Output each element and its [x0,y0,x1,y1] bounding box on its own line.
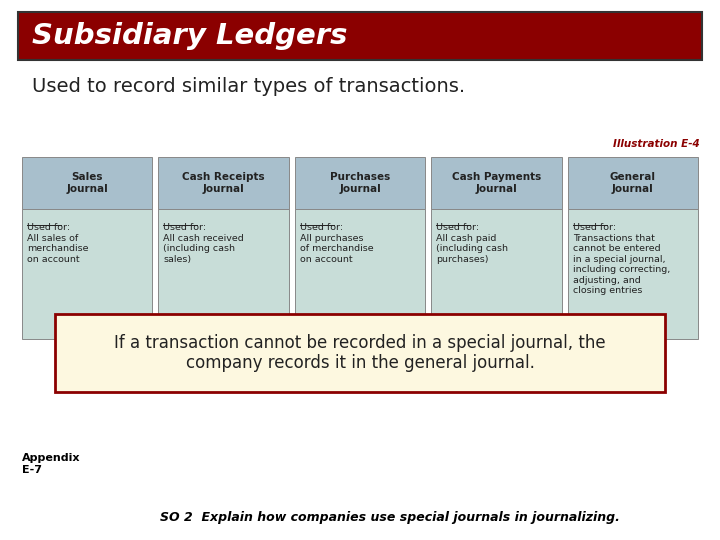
FancyBboxPatch shape [158,157,289,209]
Text: All sales of
merchandise
on account: All sales of merchandise on account [27,234,89,264]
Text: Used for:: Used for: [572,223,616,232]
Text: Subsidiary Ledgers: Subsidiary Ledgers [32,22,348,50]
Text: Used for:: Used for: [163,223,207,232]
Text: Cash Receipts
Journal: Cash Receipts Journal [182,172,265,194]
Text: SO 2  Explain how companies use special journals in journalizing.: SO 2 Explain how companies use special j… [160,511,620,524]
Text: Transactions that
cannot be entered
in a special journal,
including correcting,
: Transactions that cannot be entered in a… [572,234,670,295]
Text: Sales
Journal: Sales Journal [66,172,108,194]
FancyBboxPatch shape [55,314,665,392]
FancyBboxPatch shape [567,157,698,209]
FancyBboxPatch shape [294,209,426,339]
Text: All purchases
of merchandise
on account: All purchases of merchandise on account [300,234,374,264]
Text: Cash Payments
Journal: Cash Payments Journal [451,172,541,194]
FancyBboxPatch shape [567,209,698,339]
Text: Purchases
Journal: Purchases Journal [330,172,390,194]
FancyBboxPatch shape [294,157,426,209]
Text: General
Journal: General Journal [610,172,656,194]
Text: Illustration E-4: Illustration E-4 [613,139,700,149]
FancyBboxPatch shape [431,157,562,209]
Text: All cash paid
(including cash
purchases): All cash paid (including cash purchases) [436,234,508,264]
Text: If a transaction cannot be recorded in a special journal, the
company records it: If a transaction cannot be recorded in a… [114,334,606,373]
FancyBboxPatch shape [18,12,702,60]
Text: Used to record similar types of transactions.: Used to record similar types of transact… [32,78,465,97]
FancyBboxPatch shape [158,209,289,339]
Text: Used for:: Used for: [300,223,343,232]
Text: Used for:: Used for: [436,223,480,232]
FancyBboxPatch shape [431,209,562,339]
FancyBboxPatch shape [22,157,153,209]
Text: Appendix
E-7: Appendix E-7 [22,453,81,475]
FancyBboxPatch shape [22,209,153,339]
Text: Used for:: Used for: [27,223,70,232]
Text: All cash received
(including cash
sales): All cash received (including cash sales) [163,234,244,264]
